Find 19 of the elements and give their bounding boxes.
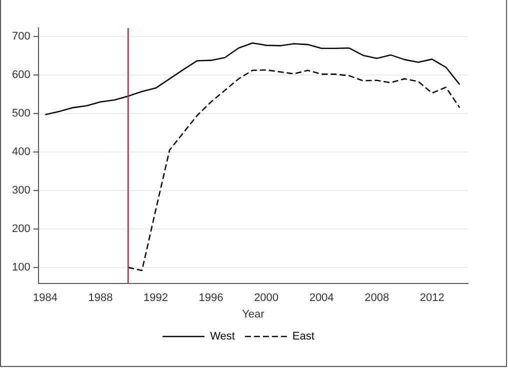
x-tick-label: 2008 <box>364 292 390 304</box>
x-tick-label: 1988 <box>88 292 113 304</box>
y-tick-label: 500 <box>12 107 30 120</box>
legend-label: East <box>292 330 314 343</box>
y-tick-label: 100 <box>12 261 30 274</box>
x-tick-label: 2004 <box>309 292 334 304</box>
y-tick-label: 600 <box>12 68 30 81</box>
y-tick-label: 300 <box>12 184 30 196</box>
x-tick-label: 2012 <box>420 292 444 304</box>
line-series <box>128 69 460 272</box>
legend-label: West <box>210 330 235 343</box>
x-tick-label: 1996 <box>198 292 224 304</box>
y-tick-label: 200 <box>12 222 30 235</box>
x-tick-label: 2000 <box>254 292 279 304</box>
y-tick-label: 700 <box>12 30 30 42</box>
x-tick-label: 1992 <box>144 292 168 304</box>
x-axis-title: Year <box>242 308 265 320</box>
x-tick-label: 1984 <box>33 292 58 304</box>
y-tick-label: 400 <box>12 146 30 158</box>
